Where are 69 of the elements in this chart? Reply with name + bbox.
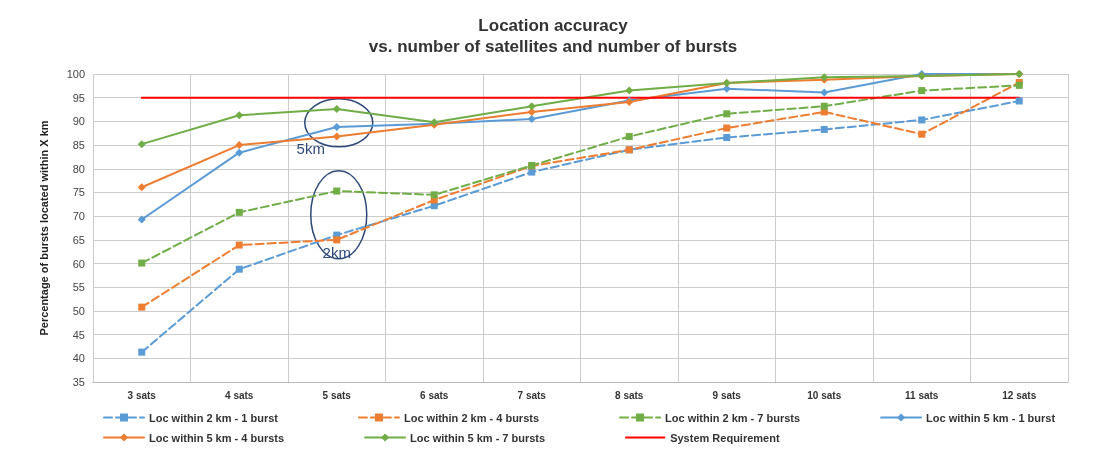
x-tick-label: 6 sats xyxy=(420,389,449,401)
point xyxy=(723,124,731,132)
legend-label: Loc within 2 km - 7 bursts xyxy=(665,411,801,424)
point xyxy=(625,133,633,141)
y-tick-label: 55 xyxy=(72,281,85,294)
annotation: 2km xyxy=(322,244,351,262)
y-tick-label: 65 xyxy=(72,233,85,246)
point xyxy=(333,187,341,195)
point xyxy=(625,86,634,95)
point xyxy=(235,208,243,216)
point xyxy=(137,140,146,149)
y-tick-label: 60 xyxy=(72,257,85,270)
point xyxy=(235,141,244,150)
y-tick-label: 95 xyxy=(72,91,85,104)
point xyxy=(137,183,146,192)
point xyxy=(235,265,243,273)
chart-title: Location accuracy xyxy=(478,16,629,35)
x-tick-label: 4 sats xyxy=(225,389,254,401)
point xyxy=(430,191,438,199)
legend-label: Loc within 5 km - 1 burst xyxy=(926,411,1056,424)
point xyxy=(138,259,146,267)
point xyxy=(723,134,731,141)
point xyxy=(723,110,731,118)
x-tick-label: 8 sats xyxy=(615,389,644,401)
y-tick-label: 85 xyxy=(72,139,85,152)
y-tick-label: 45 xyxy=(72,328,85,341)
y-tick-label: 75 xyxy=(72,186,85,199)
point xyxy=(137,215,146,224)
point xyxy=(235,241,243,249)
legend-label: System Requirement xyxy=(670,431,780,444)
y-tick-label: 35 xyxy=(72,376,85,388)
x-tick-label: 9 sats xyxy=(712,389,742,401)
point xyxy=(138,348,146,356)
y-tick-label: 40 xyxy=(72,352,85,365)
point xyxy=(528,168,536,176)
x-tick-label: 10 sats xyxy=(807,389,842,401)
point xyxy=(820,102,828,110)
point xyxy=(235,148,244,157)
point xyxy=(820,125,828,133)
x-tick-label: 3 sats xyxy=(127,389,157,401)
legend-label: Loc within 5 km - 7 bursts xyxy=(410,431,546,444)
point xyxy=(332,132,341,141)
point xyxy=(332,105,341,114)
point xyxy=(333,236,341,244)
point xyxy=(332,123,341,132)
point xyxy=(527,115,536,124)
y-tick-label: 70 xyxy=(72,210,85,223)
y-tick-label: 50 xyxy=(72,304,85,317)
annotation: 5km xyxy=(296,140,325,158)
point xyxy=(1015,97,1023,105)
point xyxy=(138,303,146,311)
point xyxy=(235,111,244,120)
x-tick-label: 12 sats xyxy=(1002,389,1037,401)
y-axis-title: Percentage of bursts located within X km xyxy=(37,120,50,336)
chart-subtitle: vs. number of satellites and number of bursts xyxy=(368,37,738,56)
point xyxy=(918,116,926,124)
point xyxy=(918,130,926,138)
point xyxy=(918,87,926,95)
legend-label: Loc within 2 km - 4 bursts xyxy=(403,411,540,424)
y-tick-label: 80 xyxy=(72,162,85,175)
x-tick-label: 11 sats xyxy=(905,389,939,401)
y-tick-label: 100 xyxy=(66,68,85,80)
point xyxy=(527,102,536,111)
x-tick-label: 7 sats xyxy=(517,389,547,401)
point xyxy=(820,88,829,97)
legend-label: Loc within 5 km - 4 bursts xyxy=(149,431,285,444)
x-tick-label: 5 sats xyxy=(322,389,352,401)
legend-label: Loc within 2 km - 1 burst xyxy=(149,411,279,424)
y-tick-label: 90 xyxy=(72,115,85,128)
